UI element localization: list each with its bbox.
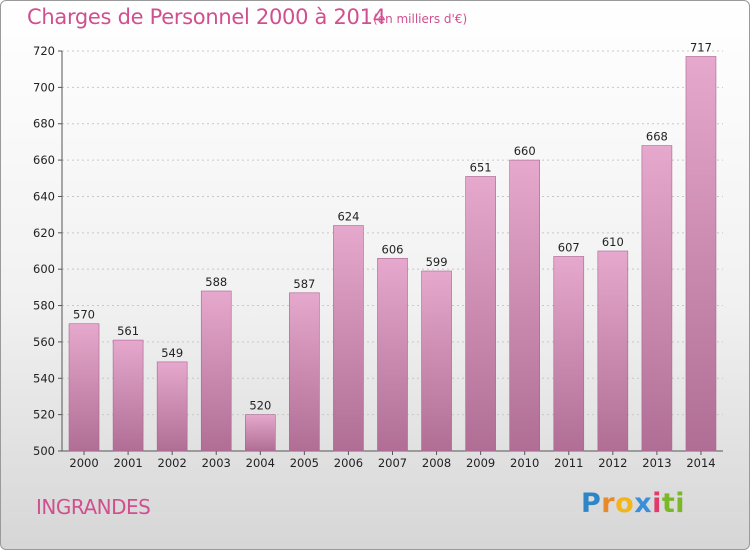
x-tick-label: 2008 — [422, 456, 451, 470]
bar-2014 — [685, 56, 717, 452]
y-tick-label: 720 — [33, 44, 55, 58]
logo-letter: x — [634, 488, 653, 519]
value-label-2000: 570 — [73, 308, 95, 322]
value-label-2014: 717 — [690, 40, 712, 54]
logo-letter: r — [601, 488, 616, 519]
y-tick-label: 600 — [33, 262, 55, 276]
x-tick-label: 2003 — [202, 456, 231, 470]
value-label-2012: 610 — [602, 235, 624, 249]
bar-2013 — [641, 145, 673, 452]
logo-letter: i — [652, 488, 662, 519]
y-tick-label: 660 — [33, 153, 55, 167]
proxiti-logo: Proxiti — [581, 488, 685, 519]
y-tick-label: 580 — [33, 299, 55, 313]
bar-2000 — [68, 323, 100, 452]
bars — [68, 56, 717, 452]
bar-2004 — [245, 414, 276, 452]
y-tick-label: 540 — [33, 371, 55, 385]
logo-letter: P — [581, 488, 602, 519]
x-tick-labels: 2000 2001 2002 2003 2004 2005 2006 2007 2008 2009… — [69, 456, 715, 470]
y-tick-label: 640 — [33, 189, 55, 203]
bar-2002 — [156, 361, 188, 452]
x-tick-label: 2004 — [246, 456, 275, 470]
bar-2010 — [509, 159, 541, 452]
y-tick-label: 520 — [33, 408, 55, 422]
value-label-2002: 549 — [161, 346, 183, 360]
bar-2011 — [553, 256, 585, 452]
value-label-2008: 599 — [426, 255, 448, 269]
commune-name: INGRANDES — [36, 495, 151, 519]
logo-letter: o — [615, 488, 635, 519]
bar-2012 — [597, 250, 629, 452]
value-label-2009: 651 — [470, 160, 492, 174]
chart-title: Charges de Personnel 2000 à 2014 — [27, 5, 386, 29]
x-tick-label: 2001 — [113, 456, 142, 470]
x-tick-label: 2002 — [158, 456, 187, 470]
value-label-2007: 606 — [382, 242, 404, 256]
x-tick-label: 2007 — [378, 456, 407, 470]
bar-2005 — [289, 292, 320, 452]
value-label-2004: 520 — [249, 399, 271, 413]
y-tick-label: 560 — [33, 335, 55, 349]
x-tick-label: 2011 — [554, 456, 583, 470]
x-tick-label: 2009 — [466, 456, 495, 470]
value-label-2013: 668 — [646, 130, 668, 144]
value-label-2001: 561 — [117, 324, 139, 338]
logo-letter: t — [661, 488, 676, 519]
x-tick-label: 2013 — [642, 456, 671, 470]
bar-2007 — [377, 257, 408, 452]
x-tick-label: 2005 — [290, 456, 319, 470]
value-label-2011: 607 — [558, 240, 580, 254]
logo-letter: i — [675, 488, 686, 519]
value-label-2010: 660 — [514, 144, 536, 158]
bar-2006 — [333, 225, 364, 452]
value-label-2006: 624 — [337, 210, 359, 224]
bar-2009 — [465, 176, 496, 452]
x-tick-label: 2000 — [69, 456, 98, 470]
x-tick-label: 2010 — [510, 456, 539, 470]
y-tick-label: 680 — [33, 117, 55, 131]
bar-2001 — [112, 339, 144, 452]
value-label-2003: 588 — [205, 275, 227, 289]
value-label-2005: 587 — [293, 277, 315, 291]
bar-2008 — [421, 270, 452, 452]
y-tick-labels: 500 520 540 560 580 600 620 640 660 680 700 720 — [33, 44, 55, 458]
x-tick-label: 2012 — [598, 456, 627, 470]
y-tick-label: 620 — [33, 226, 55, 240]
y-tick-label: 700 — [33, 80, 55, 94]
chart-subtitle: (en milliers d'€) — [373, 12, 468, 26]
value-labels: 570 561 549 588 520 587 624 606 599 651 660 607 610 6… — [73, 40, 712, 412]
x-tick-label: 2014 — [686, 456, 715, 470]
x-tick-label: 2006 — [334, 456, 363, 470]
bar-2003 — [200, 290, 232, 452]
y-tick-label: 500 — [33, 444, 55, 458]
